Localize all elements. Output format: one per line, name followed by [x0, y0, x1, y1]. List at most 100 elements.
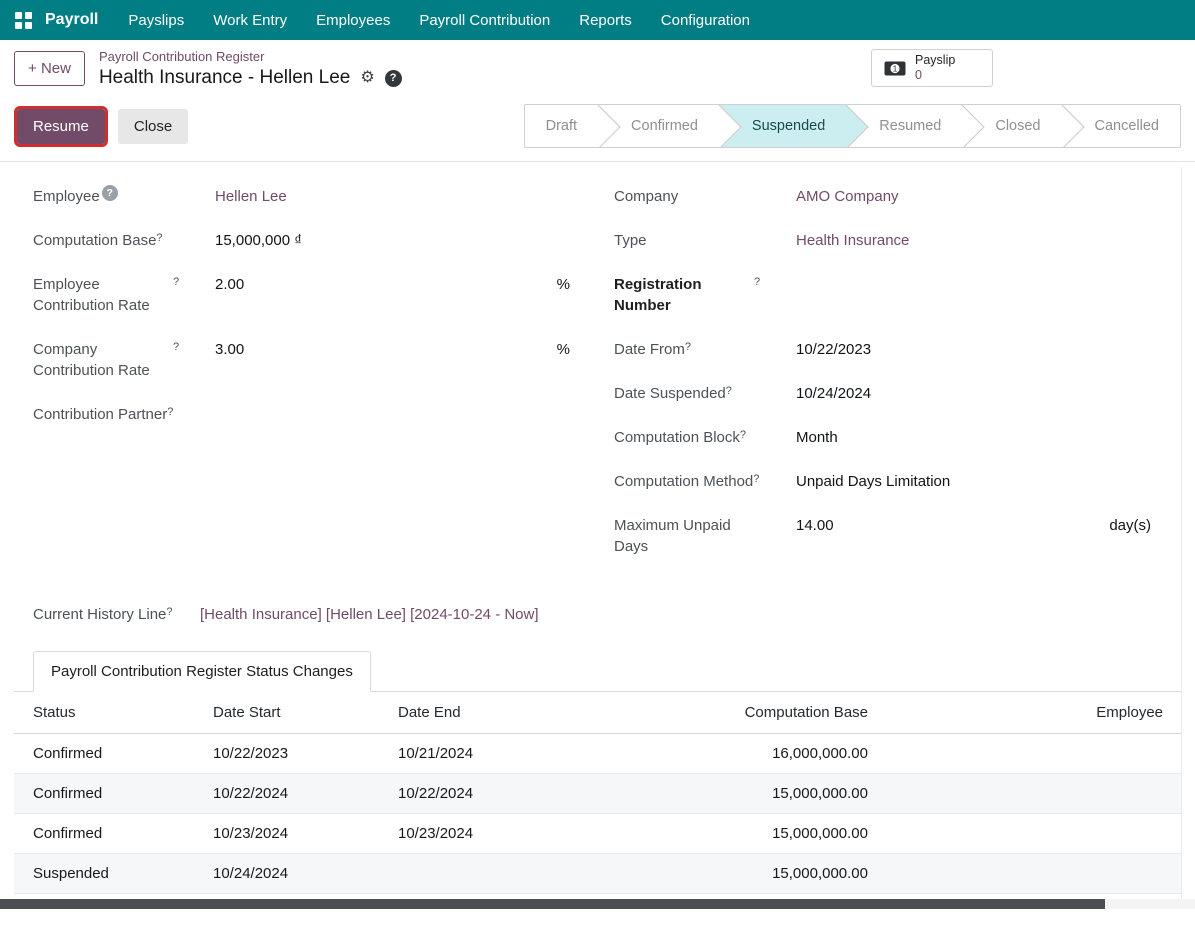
field-company: Company AMO Company — [614, 186, 1165, 207]
cell-status[interactable]: Suspended — [14, 854, 213, 894]
cell-date-start[interactable]: 10/22/2023 — [213, 734, 398, 774]
payslip-stat-label: Payslip — [915, 53, 955, 68]
form-left-column: Employee Hellen Lee Computation Base 15,… — [33, 186, 584, 580]
date-suspended-label: Date Suspended — [614, 383, 726, 404]
cell-employee[interactable] — [880, 854, 1181, 894]
contribution-partner-value[interactable] — [215, 404, 584, 425]
field-current-history-line: Current History Line [Health Insurance] … — [14, 604, 1181, 625]
cell-status[interactable]: Confirmed — [14, 814, 213, 854]
cell-date-start[interactable]: 10/23/2024 — [213, 814, 398, 854]
header-date-start[interactable]: Date Start — [213, 692, 398, 734]
help-icon[interactable]: ? — [385, 70, 402, 87]
horizontal-scrollbar-track[interactable] — [0, 899, 1195, 909]
status-step-draft[interactable]: Draft — [525, 105, 598, 147]
menu-reports[interactable]: Reports — [579, 12, 632, 29]
header-status[interactable]: Status — [14, 692, 213, 734]
menu-employees[interactable]: Employees — [316, 12, 390, 29]
cell-date-end[interactable]: 10/23/2024 — [398, 814, 650, 854]
money-icon: 1 — [884, 61, 906, 76]
table-row[interactable]: Confirmed 10/23/2024 10/23/2024 15,000,0… — [14, 814, 1181, 854]
field-computation-method: Computation Method Unpaid Days Limitatio… — [614, 471, 1165, 492]
company-rate-label: Company Contribution Rate — [33, 339, 173, 381]
registration-number-value[interactable] — [796, 274, 1165, 295]
payslip-stat-button[interactable]: 1 Payslip 0 — [871, 49, 993, 87]
employee-help-badge-icon[interactable] — [102, 185, 118, 201]
vertical-scrollbar-track[interactable] — [1181, 167, 1195, 899]
horizontal-scrollbar-thumb[interactable] — [0, 899, 1105, 909]
cell-computation-base[interactable]: 15,000,000.00 — [650, 774, 880, 814]
form-sheet: Employee Hellen Lee Computation Base 15,… — [0, 162, 1195, 927]
type-value[interactable]: Health Insurance — [796, 230, 1165, 251]
date-suspended-value[interactable]: 10/24/2024 — [796, 383, 1165, 404]
computation-block-label: Computation Block — [614, 427, 740, 448]
employee-label: Employee — [33, 186, 100, 207]
computation-method-value[interactable]: Unpaid Days Limitation — [796, 471, 1165, 492]
cell-date-end[interactable]: 10/22/2024 — [398, 774, 650, 814]
gear-icon[interactable]: ⚙ — [360, 70, 374, 86]
history-line-label: Current History Line — [33, 604, 166, 625]
top-navbar: Payroll Payslips Work Entry Employees Pa… — [0, 0, 1195, 40]
cell-employee[interactable] — [880, 774, 1181, 814]
max-unpaid-days-unit: day(s) — [1109, 515, 1165, 536]
cell-date-start[interactable]: 10/24/2024 — [213, 854, 398, 894]
table-row[interactable]: Confirmed 10/22/2023 10/21/2024 16,000,0… — [14, 734, 1181, 774]
actions-row: Resume Close Draft Confirmed Suspended R… — [0, 95, 1195, 162]
field-company-contribution-rate: Company Contribution Rate 3.00 % — [33, 339, 584, 381]
computation-base-value[interactable]: 15,000,000 ₫ — [215, 230, 584, 251]
company-value[interactable]: AMO Company — [796, 186, 1165, 207]
control-panel: + New Payroll Contribution Register Heal… — [0, 40, 1195, 95]
header-date-end[interactable]: Date End — [398, 692, 650, 734]
menu-payslips[interactable]: Payslips — [128, 12, 184, 29]
menu-work-entry[interactable]: Work Entry — [213, 12, 287, 29]
header-computation-base[interactable]: Computation Base — [650, 692, 880, 734]
header-employee[interactable]: Employee — [880, 692, 1181, 734]
field-computation-base: Computation Base 15,000,000 ₫ — [33, 230, 584, 251]
new-button-label: New — [41, 60, 71, 77]
top-menu: Payslips Work Entry Employees Payroll Co… — [128, 12, 750, 29]
resume-button[interactable]: Resume — [17, 109, 105, 144]
cell-date-end[interactable] — [398, 854, 650, 894]
computation-method-label: Computation Method — [614, 471, 753, 492]
cell-computation-base[interactable]: 15,000,000.00 — [650, 814, 880, 854]
cell-employee[interactable] — [880, 814, 1181, 854]
computation-block-value[interactable]: Month — [796, 427, 1165, 448]
breadcrumb[interactable]: Payroll Contribution Register — [99, 49, 402, 64]
close-button[interactable]: Close — [118, 109, 188, 144]
menu-configuration[interactable]: Configuration — [661, 12, 750, 29]
company-rate-value[interactable]: 3.00 — [215, 339, 557, 360]
history-line-value[interactable]: [Health Insurance] [Hellen Lee] [2024-10… — [200, 604, 1181, 625]
field-employee-contribution-rate: Employee Contribution Rate 2.00 % — [33, 274, 584, 316]
cell-computation-base[interactable]: 15,000,000.00 — [650, 854, 880, 894]
cell-date-start[interactable]: 10/22/2024 — [213, 774, 398, 814]
employee-value[interactable]: Hellen Lee — [215, 186, 584, 207]
page-title: Health Insurance - Hellen Lee — [99, 67, 350, 89]
svg-text:1: 1 — [893, 63, 898, 73]
table-row[interactable]: Suspended 10/24/2024 15,000,000.00 — [14, 854, 1181, 894]
field-contribution-partner: Contribution Partner — [33, 404, 584, 425]
company-rate-unit: % — [557, 339, 584, 360]
app-title[interactable]: Payroll — [45, 11, 98, 29]
employee-rate-unit: % — [557, 274, 584, 295]
cell-date-end[interactable]: 10/21/2024 — [398, 734, 650, 774]
field-date-suspended: Date Suspended 10/24/2024 — [614, 383, 1165, 404]
table-row[interactable]: Confirmed 10/22/2024 10/22/2024 15,000,0… — [14, 774, 1181, 814]
menu-payroll-contribution[interactable]: Payroll Contribution — [419, 12, 550, 29]
employee-rate-label: Employee Contribution Rate — [33, 274, 173, 316]
tab-status-changes[interactable]: Payroll Contribution Register Status Cha… — [33, 651, 371, 692]
computation-base-label: Computation Base — [33, 230, 156, 251]
cell-status[interactable]: Confirmed — [14, 774, 213, 814]
field-type: Type Health Insurance — [614, 230, 1165, 251]
cell-computation-base[interactable]: 16,000,000.00 — [650, 734, 880, 774]
apps-grid-icon[interactable] — [15, 12, 32, 29]
field-registration-number: Registration Number — [614, 274, 1165, 316]
max-unpaid-days-value[interactable]: 14.00 — [796, 515, 1109, 536]
field-employee: Employee Hellen Lee — [33, 186, 584, 207]
new-button[interactable]: + New — [14, 51, 85, 86]
employee-rate-value[interactable]: 2.00 — [215, 274, 557, 295]
field-computation-block: Computation Block Month — [614, 427, 1165, 448]
date-from-label: Date From — [614, 339, 685, 360]
date-from-value[interactable]: 10/22/2023 — [796, 339, 1165, 360]
cell-employee[interactable] — [880, 734, 1181, 774]
contribution-partner-label: Contribution Partner — [33, 404, 167, 425]
cell-status[interactable]: Confirmed — [14, 734, 213, 774]
